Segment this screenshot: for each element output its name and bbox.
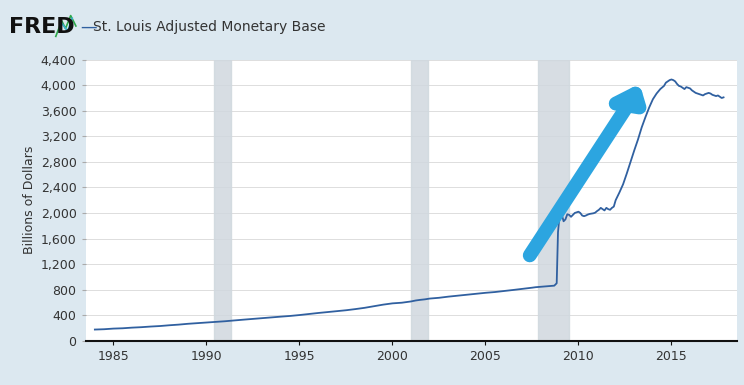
Text: FRED: FRED: [9, 17, 74, 37]
Y-axis label: Billions of Dollars: Billions of Dollars: [24, 146, 36, 254]
Bar: [537, 60, 569, 341]
Bar: [214, 60, 231, 341]
Text: —: —: [80, 18, 97, 36]
Text: St. Louis Adjusted Monetary Base: St. Louis Adjusted Monetary Base: [93, 20, 326, 34]
Bar: [411, 60, 428, 341]
